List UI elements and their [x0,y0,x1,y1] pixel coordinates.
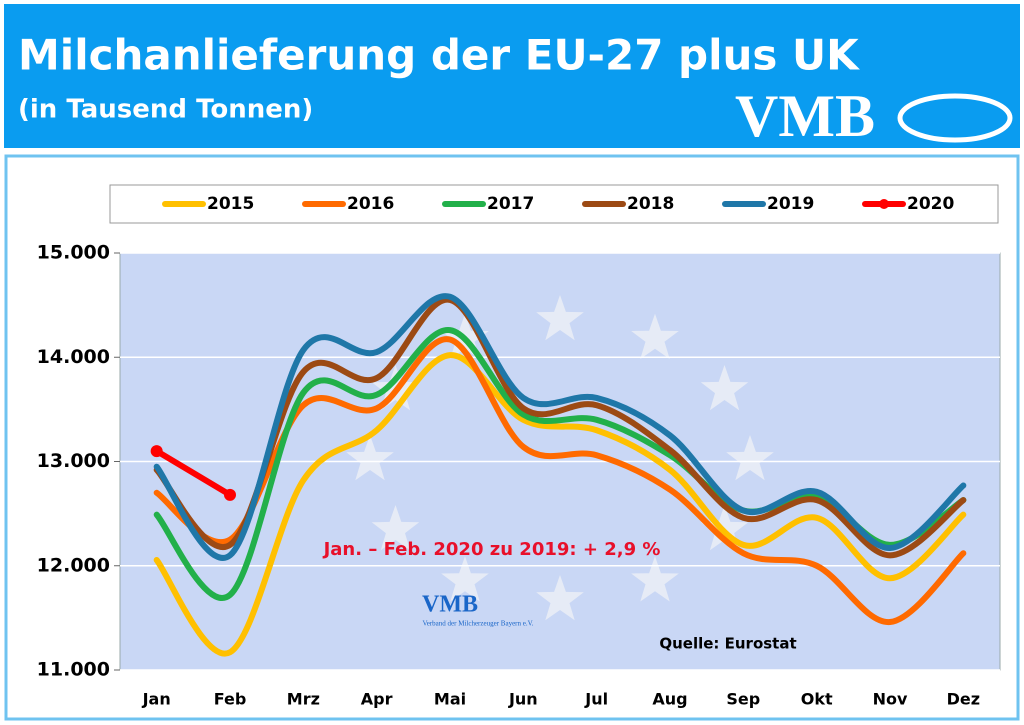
x-tick-label: Jun [508,690,538,709]
legend-label: 2017 [487,194,534,214]
logo: VMB [735,83,875,149]
header [4,4,1020,148]
legend-label: 2018 [627,194,674,214]
logo-swoosh [897,93,1013,143]
star [346,435,394,481]
star [631,556,679,602]
legend-label: 2020 [907,194,954,214]
legend-label: 2016 [347,194,394,214]
series-line [153,293,967,561]
star [441,556,489,602]
chart-title: Milchanlieferung der EU-27 plus UK [18,31,860,80]
y-tick-label: 14.000 [37,346,110,368]
y-tick-label: 13.000 [37,450,110,472]
x-tick-label: Mai [434,690,466,709]
y-tick-label: 15.000 [37,242,110,264]
watermark: VMB [422,592,478,618]
series-line [153,352,967,657]
legend-label: 2019 [767,194,814,214]
x-tick-label: Dez [947,690,980,709]
x-tick-label: Feb [214,690,247,709]
star [726,435,774,481]
star [536,575,584,621]
x-tick-label: Aug [652,690,687,709]
y-tick-label: 11.000 [37,659,110,681]
x-tick-label: Mrz [287,690,320,709]
series-line [153,327,967,601]
star [700,365,749,411]
star [631,313,679,359]
legend-label: 2015 [207,194,254,214]
x-tick-label: Nov [873,690,908,709]
watermark-caption: Verband der Milcherzeuger Bayern e.V. [422,620,533,628]
x-tick-label: Jan [142,690,171,709]
legend-marker [879,199,889,209]
y-tick-label: 12.000 [37,554,110,576]
point [150,445,163,458]
x-tick-label: Jul [584,690,608,709]
x-tick-label: Okt [801,690,833,709]
star [536,295,584,341]
chart-subtitle: (in Tausend Tonnen) [18,95,313,125]
point [224,488,236,501]
x-tick-label: Sep [726,690,760,709]
star [371,505,420,551]
x-tick-label: Apr [361,690,393,709]
legend [109,184,999,224]
star [700,505,749,551]
annotation: Jan. – Feb. 2020 zu 2019: + 2,9 % [322,539,661,560]
source: Quelle: Eurostat [659,635,796,653]
